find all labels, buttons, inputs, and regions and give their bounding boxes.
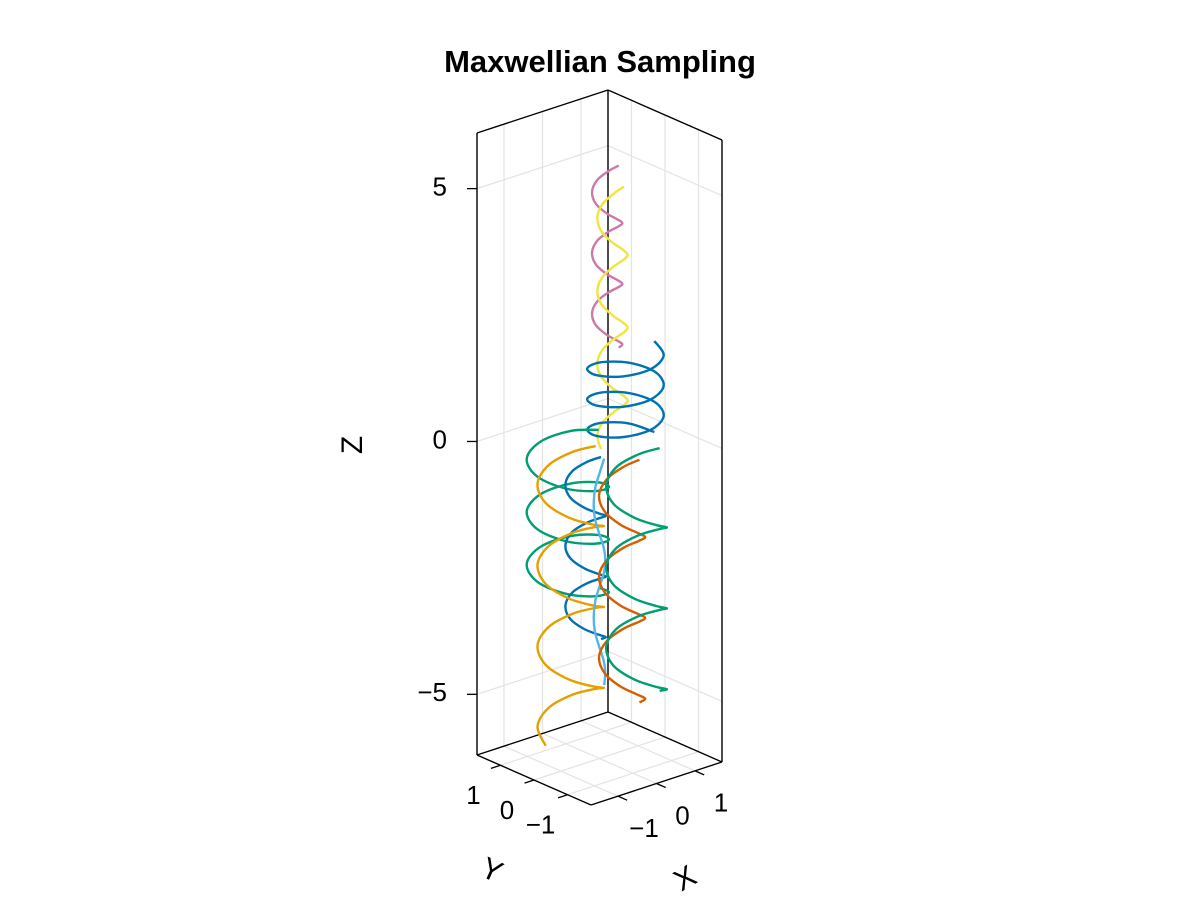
grid-line bbox=[476, 650, 609, 695]
axis-edge bbox=[607, 711, 723, 763]
y-tick bbox=[524, 779, 535, 784]
ticks: −1 0 1−101−505 bbox=[417, 172, 728, 844]
trajectory-line bbox=[564, 455, 607, 641]
grid-line bbox=[476, 397, 609, 443]
x-tick bbox=[656, 782, 666, 789]
z-tick-label: 0 bbox=[433, 424, 447, 454]
x-tick-label: 0 bbox=[675, 800, 689, 830]
y-tick-label: 0 bbox=[500, 795, 514, 825]
x-tick-label: −1 bbox=[629, 813, 659, 843]
trajectory-line bbox=[596, 185, 629, 450]
grid-line bbox=[500, 721, 632, 766]
chart-title: Maxwellian Sampling bbox=[444, 44, 756, 79]
x-tick bbox=[694, 770, 705, 776]
trajectory-line bbox=[597, 458, 647, 704]
trajectory-line bbox=[586, 340, 665, 439]
grid-line bbox=[476, 145, 609, 190]
axis-edge bbox=[607, 89, 723, 141]
grid-line bbox=[533, 736, 666, 781]
plot-lines bbox=[525, 164, 669, 747]
trajectory-line bbox=[605, 446, 669, 693]
trajectory-line bbox=[525, 428, 611, 598]
y-tick-label: 1 bbox=[466, 780, 480, 810]
grid-line bbox=[567, 751, 699, 796]
trajectory-line bbox=[590, 164, 624, 349]
y-tick bbox=[557, 794, 568, 799]
z-tick-label: 5 bbox=[433, 172, 447, 202]
x-tick bbox=[617, 795, 628, 801]
trajectory-line bbox=[536, 444, 606, 747]
axis-edge bbox=[476, 89, 609, 134]
y-tick bbox=[490, 764, 501, 770]
grid-line bbox=[607, 650, 723, 702]
z-tick-label: −5 bbox=[417, 677, 447, 707]
y-tick-label: −1 bbox=[526, 810, 556, 840]
grid bbox=[476, 98, 723, 797]
axis-edge bbox=[476, 711, 609, 756]
grid-line bbox=[607, 145, 723, 197]
z-axis-label: Z bbox=[336, 436, 369, 454]
x-tick-label: 1 bbox=[714, 788, 728, 818]
